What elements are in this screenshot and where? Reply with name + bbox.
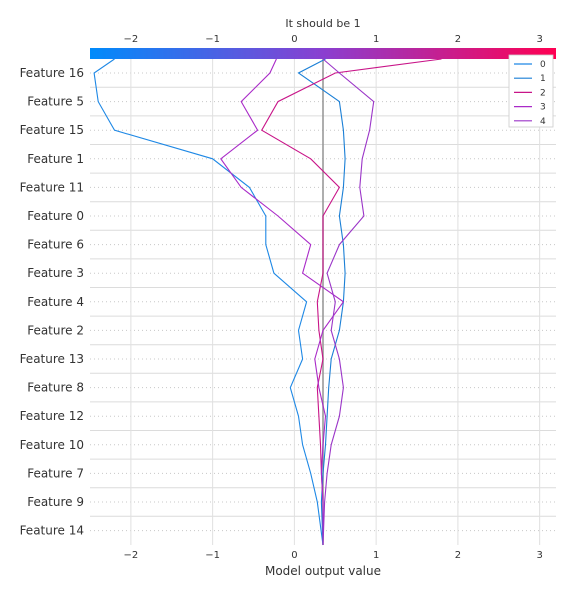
legend-label-1: 1 bbox=[540, 74, 546, 84]
feature-labels: Feature 16 Feature 5 Feature 15 Feature 1 Fe… bbox=[20, 66, 84, 538]
feature-label-feature-7: Feature 7 bbox=[27, 466, 84, 480]
feature-label-feature-3: Feature 3 bbox=[27, 266, 84, 280]
x-tick-label: −2 bbox=[124, 550, 139, 561]
top-tick-label: 0 bbox=[291, 34, 297, 45]
x-tick-label: −1 bbox=[205, 550, 220, 561]
legend: 0 1 2 3 4 bbox=[508, 54, 554, 128]
feature-label-feature-9: Feature 9 bbox=[27, 495, 84, 509]
legend-box bbox=[508, 54, 554, 128]
feature-label-feature-14: Feature 14 bbox=[20, 524, 84, 538]
feature-label-feature-2: Feature 2 bbox=[27, 323, 84, 337]
feature-label-feature-16: Feature 16 bbox=[20, 66, 84, 80]
feature-label-feature-11: Feature 11 bbox=[20, 180, 84, 194]
bottom-axis: −2 −1 0 1 2 3 bbox=[124, 550, 543, 561]
x-tick-label: 3 bbox=[536, 550, 542, 561]
series-line-0 bbox=[93, 58, 324, 546]
legend-label-3: 3 bbox=[540, 103, 546, 113]
feature-label-feature-4: Feature 4 bbox=[27, 295, 84, 309]
feature-label-feature-0: Feature 0 bbox=[27, 209, 84, 223]
legend-label-0: 0 bbox=[540, 60, 546, 70]
top-tick-label: 3 bbox=[536, 34, 542, 45]
legend-label-2: 2 bbox=[540, 88, 546, 98]
series-line-2 bbox=[260, 58, 442, 545]
x-tick-label: 1 bbox=[373, 550, 379, 561]
legend-label-4: 4 bbox=[540, 117, 546, 127]
top-tick-label: 2 bbox=[455, 34, 461, 45]
feature-label-feature-10: Feature 10 bbox=[20, 438, 84, 452]
chart-title: It should be 1 bbox=[285, 17, 360, 30]
feature-label-feature-13: Feature 13 bbox=[20, 352, 84, 366]
feature-label-feature-1: Feature 1 bbox=[27, 152, 84, 166]
series-lines bbox=[93, 58, 442, 546]
series-line-1 bbox=[297, 58, 346, 546]
feature-label-feature-8: Feature 8 bbox=[27, 381, 84, 395]
feature-label-feature-5: Feature 5 bbox=[27, 95, 84, 109]
top-axis: −2 −1 0 1 2 3 bbox=[124, 34, 543, 45]
x-axis-label: Model output value bbox=[265, 564, 381, 578]
vertical-grid bbox=[130, 59, 541, 545]
top-tick-label: 1 bbox=[373, 34, 379, 45]
series-line-4 bbox=[322, 58, 375, 546]
feature-label-feature-6: Feature 6 bbox=[27, 238, 84, 252]
x-tick-label: 0 bbox=[291, 550, 297, 561]
top-tick-label: −1 bbox=[205, 34, 220, 45]
colorbar bbox=[90, 48, 556, 59]
top-tick-label: −2 bbox=[124, 34, 139, 45]
feature-label-feature-12: Feature 12 bbox=[20, 409, 84, 423]
x-tick-label: 2 bbox=[455, 550, 461, 561]
feature-label-feature-15: Feature 15 bbox=[20, 123, 84, 137]
series-line-3 bbox=[220, 58, 345, 545]
